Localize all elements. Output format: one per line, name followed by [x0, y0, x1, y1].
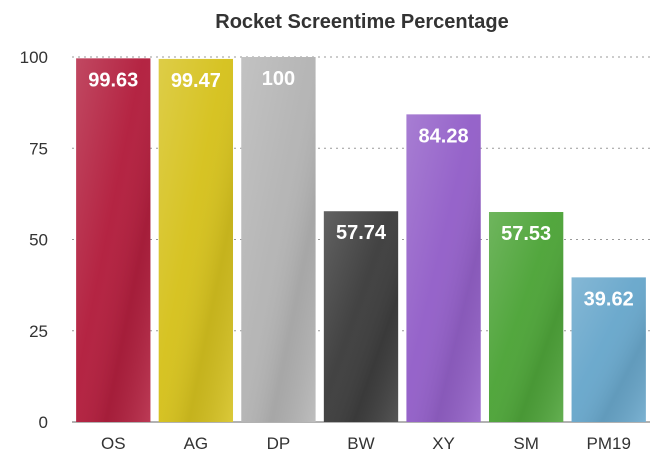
bar-layer	[76, 57, 646, 423]
y-tick-label: 75	[29, 139, 48, 158]
data-label: 57.74	[336, 222, 387, 244]
data-label: 57.53	[501, 223, 551, 245]
bar-texture	[76, 58, 151, 423]
bar-texture	[323, 211, 399, 422]
data-label: 99.63	[88, 69, 138, 91]
x-tick-label: OS	[101, 434, 126, 453]
bar-texture	[488, 212, 564, 422]
data-label: 39.62	[584, 288, 634, 310]
bar-texture	[158, 58, 234, 422]
x-tick-label: BW	[347, 434, 374, 453]
bar-texture	[241, 57, 316, 422]
data-label: 99.47	[171, 70, 221, 92]
y-tick-label: 50	[29, 231, 48, 250]
data-label: 84.28	[419, 125, 469, 147]
x-tick-label: PM19	[587, 434, 631, 453]
bar-texture	[406, 114, 481, 423]
label-layer: 99.63 OS 99.47 AG 100 DP 57.74 BW 84.28 XY 57.53 SM…	[88, 68, 633, 453]
y-tick-label: 100	[20, 48, 48, 67]
chart-title: Rocket Screentime Percentage	[215, 11, 508, 33]
x-tick-label: AG	[184, 434, 209, 453]
x-tick-label: SM	[513, 434, 539, 453]
x-tick-label: DP	[267, 434, 291, 453]
y-tick-label: 0	[39, 413, 48, 432]
y-tick-label: 25	[29, 322, 48, 341]
bar-texture	[571, 277, 646, 422]
x-tick-label: XY	[432, 434, 455, 453]
data-label: 100	[262, 68, 295, 90]
